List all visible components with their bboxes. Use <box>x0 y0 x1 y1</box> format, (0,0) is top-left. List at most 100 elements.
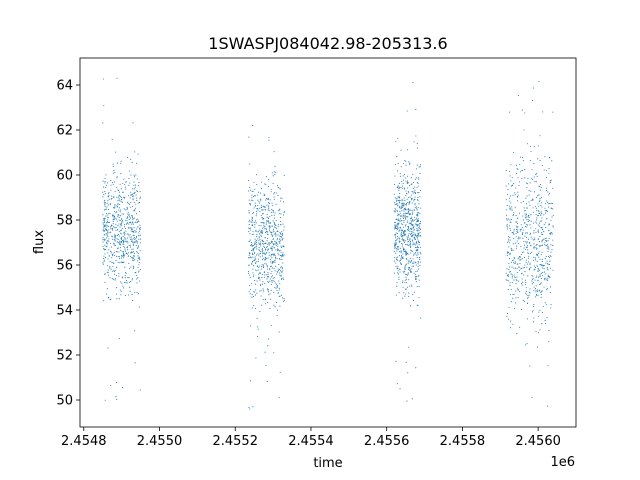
data-point <box>129 290 131 292</box>
data-point <box>259 207 261 209</box>
data-point <box>250 227 252 229</box>
data-point <box>251 197 253 199</box>
data-point <box>415 278 417 280</box>
data-point <box>110 250 112 252</box>
data-point <box>415 271 417 273</box>
data-point <box>127 294 130 296</box>
data-point <box>397 162 399 164</box>
data-point <box>280 275 282 277</box>
data-point <box>520 202 522 204</box>
data-point <box>413 209 416 211</box>
data-point <box>257 209 259 211</box>
data-point <box>404 188 406 190</box>
data-point <box>404 268 406 271</box>
data-point <box>260 232 262 234</box>
data-point <box>521 109 523 111</box>
data-point <box>116 176 118 178</box>
data-point <box>259 251 261 253</box>
data-point <box>118 256 121 258</box>
data-point <box>105 186 107 188</box>
data-point <box>260 200 262 202</box>
data-point <box>511 275 513 277</box>
data-point <box>255 220 257 222</box>
data-point <box>549 275 551 277</box>
data-point <box>121 219 124 221</box>
data-point <box>535 294 537 296</box>
data-point <box>396 224 398 226</box>
data-point <box>274 258 277 260</box>
data-point <box>121 261 123 263</box>
data-point <box>519 263 521 265</box>
data-point <box>259 229 261 231</box>
data-point <box>267 272 269 274</box>
data-point <box>135 230 137 232</box>
data-point <box>258 261 260 263</box>
y-tick-label: 60 <box>56 169 73 184</box>
data-point <box>110 225 112 227</box>
data-point <box>283 229 285 231</box>
data-point <box>109 265 111 267</box>
data-point <box>548 247 550 249</box>
data-point <box>116 162 118 164</box>
data-point <box>399 241 401 243</box>
data-point <box>400 233 402 235</box>
data-point <box>104 248 106 250</box>
data-point <box>410 245 412 247</box>
data-point <box>534 288 537 290</box>
data-point <box>507 288 509 291</box>
data-point <box>253 274 255 276</box>
data-point <box>138 202 140 204</box>
data-point <box>534 173 537 175</box>
data-point <box>401 237 403 239</box>
data-point <box>416 236 418 238</box>
data-point <box>256 265 258 268</box>
data-point <box>261 232 263 234</box>
data-point <box>134 241 136 244</box>
data-point <box>261 251 263 253</box>
data-point <box>406 274 408 276</box>
data-point <box>106 202 108 204</box>
data-point <box>257 194 259 196</box>
data-point <box>413 219 415 221</box>
x-axis-offset-label: 1e6 <box>550 455 575 470</box>
data-point <box>275 249 277 251</box>
data-point <box>418 275 420 277</box>
data-point <box>260 289 262 291</box>
data-point <box>267 345 269 347</box>
data-point <box>122 182 124 185</box>
data-point <box>521 284 523 286</box>
data-point <box>262 206 264 208</box>
data-point <box>408 260 410 262</box>
data-point <box>403 248 405 250</box>
data-point <box>525 287 527 289</box>
data-point <box>106 265 109 267</box>
data-point <box>126 201 129 203</box>
data-point <box>130 239 132 241</box>
data-point <box>517 231 519 234</box>
data-point <box>541 251 543 253</box>
data-point <box>267 209 269 211</box>
data-point <box>130 227 132 229</box>
data-point <box>541 165 543 167</box>
data-point <box>404 266 406 268</box>
data-point <box>118 251 120 253</box>
data-point <box>256 236 258 238</box>
data-point <box>408 209 410 211</box>
data-point <box>252 195 255 197</box>
data-point <box>409 269 411 271</box>
data-point <box>131 194 133 196</box>
data-point <box>132 218 134 220</box>
data-point <box>264 351 266 353</box>
data-point <box>127 227 129 229</box>
data-point <box>526 342 528 345</box>
data-point <box>275 192 277 194</box>
data-point <box>413 291 415 293</box>
data-point <box>409 218 411 220</box>
data-point <box>252 213 254 215</box>
data-point <box>260 253 262 255</box>
data-point <box>113 273 116 275</box>
data-point <box>110 384 112 387</box>
data-point <box>409 243 412 245</box>
data-point <box>394 241 396 243</box>
data-point <box>136 219 138 221</box>
